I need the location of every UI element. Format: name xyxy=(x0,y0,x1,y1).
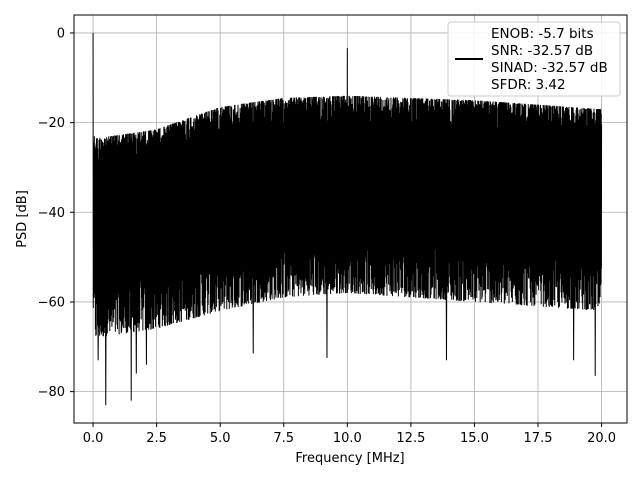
y-axis: 0 −20 −40 −60 −80 xyxy=(38,26,74,400)
x-tick-label: 17.5 xyxy=(524,431,553,446)
x-tick-label: 0.0 xyxy=(83,431,104,446)
legend-snr: SNR: -32.57 dB xyxy=(491,43,593,59)
x-tick-label: 2.5 xyxy=(146,431,167,446)
plot-frame xyxy=(73,14,628,424)
y-tick-label: −40 xyxy=(38,206,65,221)
legend-sinad: SINAD: -32.57 dB xyxy=(491,60,608,76)
x-tick-label: 10.0 xyxy=(333,431,362,446)
x-axis-label: Frequency [MHz] xyxy=(295,451,404,466)
legend-sfdr: SFDR: 3.42 xyxy=(491,77,566,93)
x-tick-label: 20.0 xyxy=(587,431,616,446)
x-tick-label: 15.0 xyxy=(460,431,489,446)
x-tick-label: 5.0 xyxy=(210,431,231,446)
psd-series-line xyxy=(92,32,603,406)
y-tick-label: 0 xyxy=(57,26,65,41)
y-tick-label: −20 xyxy=(38,116,65,131)
x-tick-label: 7.5 xyxy=(273,431,294,446)
y-tick-label: −60 xyxy=(38,295,65,310)
y-tick-label: −80 xyxy=(38,385,65,400)
x-tick-label: 12.5 xyxy=(396,431,425,446)
legend-enob: ENOB: -5.7 bits xyxy=(491,26,594,42)
y-axis-label: PSD [dB] xyxy=(15,190,30,248)
legend-box xyxy=(447,21,621,97)
x-axis: 0.0 2.5 5.0 7.5 10.0 12.5 15.0 17.5 20.0 xyxy=(83,423,616,446)
legend: ENOB: -5.7 bits SNR: -32.57 dB SINAD: -3… xyxy=(447,21,621,97)
plot-area xyxy=(92,32,603,406)
